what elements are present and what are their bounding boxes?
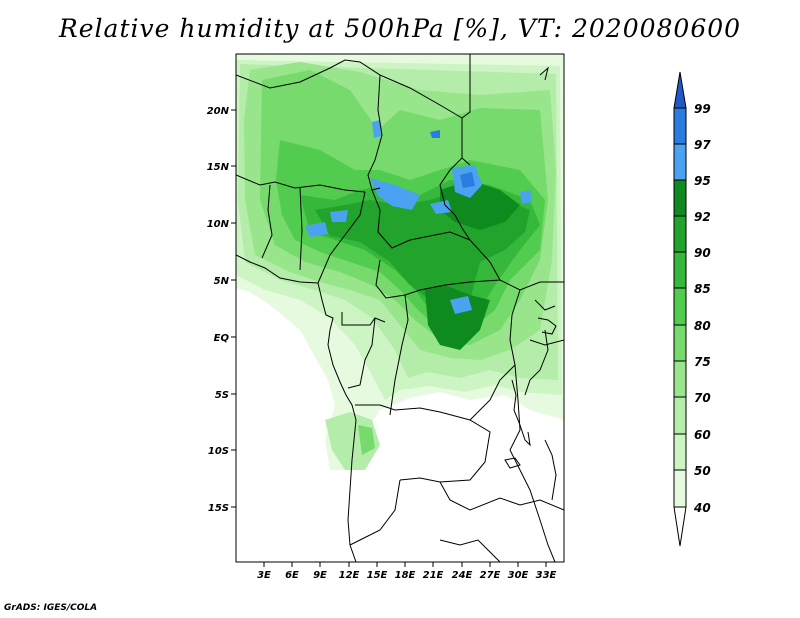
colorbar-label: 90 bbox=[694, 246, 711, 260]
lon-label: 18E bbox=[395, 570, 416, 581]
colorbar-label: 99 bbox=[694, 102, 711, 116]
border-line bbox=[389, 294, 409, 416]
latitude-axis: 20N 15N 10N 5N EQ 5S 10S 15S bbox=[207, 106, 236, 514]
lon-label: 15E bbox=[367, 570, 388, 581]
lat-label: 15S bbox=[208, 503, 229, 514]
lon-label: 30E bbox=[508, 570, 529, 581]
coastline bbox=[539, 66, 549, 81]
rh-97-99-cell bbox=[430, 130, 440, 138]
border-line bbox=[375, 259, 564, 299]
lat-label: 20N bbox=[207, 106, 230, 117]
rh-southern-patch bbox=[325, 412, 380, 470]
lake-outline bbox=[511, 379, 531, 447]
colorbar-label: 70 bbox=[694, 391, 711, 405]
rh-95-97-cell bbox=[370, 178, 420, 210]
colorbar-bottom-arrow bbox=[673, 506, 687, 547]
colorbar-label: 80 bbox=[694, 319, 711, 333]
colorbar-segment bbox=[673, 360, 687, 398]
colorbar-label: 85 bbox=[694, 282, 711, 296]
lon-label: 12E bbox=[339, 570, 360, 581]
rh-95-97-cell bbox=[330, 210, 348, 222]
rh-95-97-cell bbox=[520, 190, 532, 204]
border-line bbox=[341, 312, 386, 326]
colorbar-label: 92 bbox=[694, 210, 711, 224]
colorbar-segment bbox=[673, 215, 687, 253]
border-line bbox=[261, 184, 273, 259]
country-borders bbox=[236, 54, 564, 562]
colorbar-label: 75 bbox=[694, 355, 711, 369]
border-line bbox=[509, 449, 556, 562]
border-line bbox=[317, 191, 366, 284]
lat-label: 5S bbox=[215, 390, 229, 401]
lon-label: 9E bbox=[313, 570, 327, 581]
map-title: Relative humidity at 500hPa [%], VT: 202… bbox=[58, 14, 742, 43]
coastline bbox=[534, 299, 556, 311]
border-line bbox=[529, 339, 564, 346]
colorbar-label: 60 bbox=[694, 428, 711, 442]
colorbar-top-arrow bbox=[673, 71, 687, 109]
border-line bbox=[349, 479, 401, 546]
lon-label: 21E bbox=[423, 570, 444, 581]
colorbar-label: 97 bbox=[694, 138, 711, 152]
border-line bbox=[439, 481, 564, 511]
rh-95-97-cell bbox=[372, 120, 381, 138]
longitude-axis: 3E 6E 9E 12E 15E 18E 21E 24E 27E 30E 33E bbox=[257, 562, 557, 581]
lat-label: 10S bbox=[208, 446, 229, 457]
colorbar-label: 95 bbox=[694, 174, 711, 188]
colorbar-segment bbox=[673, 433, 687, 471]
border-line bbox=[469, 364, 516, 421]
lat-label: 15N bbox=[207, 162, 230, 173]
coastline bbox=[236, 254, 357, 562]
lon-label: 3E bbox=[257, 570, 271, 581]
colorbar-label: 40 bbox=[693, 501, 711, 515]
border-line bbox=[355, 404, 491, 483]
rh-95-97-cell bbox=[430, 200, 452, 214]
lon-label: 6E bbox=[285, 570, 299, 581]
colorbar-label: 50 bbox=[694, 464, 711, 478]
colorbar-segment bbox=[673, 469, 687, 508]
rh-92-95-region bbox=[425, 285, 490, 350]
lat-label: 5N bbox=[214, 276, 230, 287]
lat-label: 10N bbox=[207, 219, 230, 230]
border-line bbox=[439, 157, 471, 241]
border-line bbox=[439, 539, 501, 562]
colorbar-labels: 99 97 95 92 90 85 80 75 70 60 50 40 bbox=[693, 102, 711, 515]
border-line bbox=[236, 174, 366, 193]
grads-credit: GrADS: IGES/COLA bbox=[4, 603, 98, 613]
border-line bbox=[299, 187, 303, 271]
border-line bbox=[461, 54, 471, 166]
lon-label: 33E bbox=[536, 570, 557, 581]
border-line bbox=[236, 59, 463, 119]
rh-97-99-cell bbox=[460, 172, 475, 188]
lat-label: EQ bbox=[214, 333, 230, 344]
border-line bbox=[347, 317, 376, 389]
rh-95-97-cell bbox=[450, 296, 472, 314]
coastline bbox=[504, 457, 521, 469]
humidity-field bbox=[236, 54, 564, 562]
lake-outline bbox=[544, 439, 557, 501]
map-frame bbox=[235, 53, 565, 563]
colorbar-segment bbox=[673, 324, 687, 362]
colorbar-segment bbox=[673, 107, 687, 145]
border-line bbox=[371, 189, 501, 281]
colorbar bbox=[673, 71, 687, 547]
border-line bbox=[524, 329, 549, 396]
colorbar-segment bbox=[673, 179, 687, 217]
colorbar-segment bbox=[673, 251, 687, 289]
colorbar-segment bbox=[673, 143, 687, 181]
lon-label: 27E bbox=[480, 570, 501, 581]
colorbar-segment bbox=[673, 287, 687, 326]
lake-outline bbox=[537, 317, 557, 335]
colorbar-segment bbox=[673, 396, 687, 435]
lon-label: 24E bbox=[452, 570, 473, 581]
rh-95-97-cell bbox=[305, 222, 328, 237]
rh-southern-patch bbox=[358, 425, 375, 455]
